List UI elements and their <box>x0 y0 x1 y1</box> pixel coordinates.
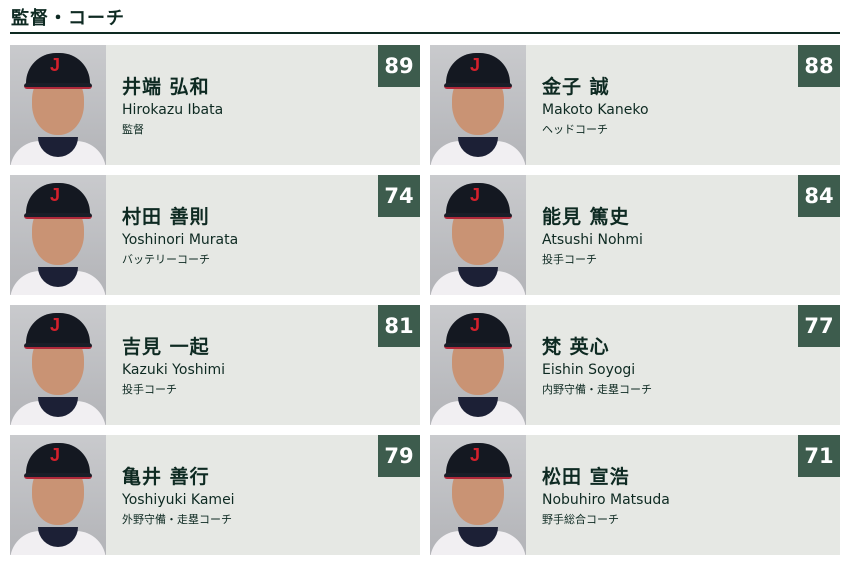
staff-role: 監督 <box>122 123 144 136</box>
staff-card[interactable]: J 能見 篤史 Atsushi Nohmi 投手コーチ 84 <box>430 175 840 295</box>
staff-photo: J <box>430 45 526 165</box>
staff-card[interactable]: J 亀井 善行 Yoshiyuki Kamei 外野守備・走塁コーチ 79 <box>10 435 420 555</box>
staff-name-jp: 金子 誠 <box>542 76 610 98</box>
staff-name-en: Makoto Kaneko <box>542 102 649 118</box>
staff-photo: J <box>430 175 526 295</box>
uniform-number-badge: 81 <box>378 305 420 347</box>
staff-card[interactable]: J 金子 誠 Makoto Kaneko ヘッドコーチ 88 <box>430 45 840 165</box>
staff-name-jp: 井端 弘和 <box>122 76 210 98</box>
staff-name-en: Kazuki Yoshimi <box>122 362 226 378</box>
staff-photo: J <box>430 305 526 425</box>
staff-role: バッテリーコーチ <box>122 253 210 266</box>
staff-name-en: Yoshiyuki Kamei <box>122 492 235 508</box>
staff-role: 投手コーチ <box>122 383 177 396</box>
staff-photo: J <box>10 175 106 295</box>
staff-card[interactable]: J 吉見 一起 Kazuki Yoshimi 投手コーチ 81 <box>10 305 420 425</box>
staff-photo: J <box>10 305 106 425</box>
staff-role: 外野守備・走塁コーチ <box>122 513 232 526</box>
staff-photo: J <box>430 435 526 555</box>
staff-name-jp: 亀井 善行 <box>122 466 210 488</box>
staff-card[interactable]: J 井端 弘和 Hirokazu Ibata 監督 89 <box>10 45 420 165</box>
staff-name-en: Yoshinori Murata <box>122 232 239 248</box>
uniform-number-badge: 71 <box>798 435 840 477</box>
staff-card[interactable]: J 松田 宣浩 Nobuhiro Matsuda 野手総合コーチ 71 <box>430 435 840 555</box>
staff-role: 内野守備・走塁コーチ <box>542 383 652 396</box>
uniform-number-badge: 77 <box>798 305 840 347</box>
staff-name-jp: 吉見 一起 <box>122 336 210 358</box>
staff-role: 野手総合コーチ <box>542 513 619 526</box>
staff-photo: J <box>10 45 106 165</box>
staff-name-jp: 能見 篤史 <box>542 206 630 228</box>
uniform-number-badge: 88 <box>798 45 840 87</box>
staff-name-en: Nobuhiro Matsuda <box>542 492 670 508</box>
staff-name-jp: 梵 英心 <box>542 336 610 358</box>
title-divider <box>10 32 840 34</box>
staff-photo: J <box>10 435 106 555</box>
staff-name-en: Eishin Soyogi <box>542 362 636 378</box>
uniform-number-badge: 74 <box>378 175 420 217</box>
staff-name-jp: 村田 善則 <box>122 206 210 228</box>
staff-role: 投手コーチ <box>542 253 597 266</box>
uniform-number-badge: 79 <box>378 435 420 477</box>
uniform-number-badge: 89 <box>378 45 420 87</box>
staff-name-jp: 松田 宣浩 <box>542 466 630 488</box>
staff-name-en: Hirokazu Ibata <box>122 102 224 118</box>
staff-card[interactable]: J 梵 英心 Eishin Soyogi 内野守備・走塁コーチ 77 <box>430 305 840 425</box>
staff-role: ヘッドコーチ <box>542 123 608 136</box>
staff-name-en: Atsushi Nohmi <box>542 232 643 248</box>
uniform-number-badge: 84 <box>798 175 840 217</box>
section-title: 監督・コーチ <box>11 8 125 29</box>
staff-card[interactable]: J 村田 善則 Yoshinori Murata バッテリーコーチ 74 <box>10 175 420 295</box>
staff-grid: J 井端 弘和 Hirokazu Ibata 監督 89 J 金子 誠 Mako… <box>10 45 840 555</box>
